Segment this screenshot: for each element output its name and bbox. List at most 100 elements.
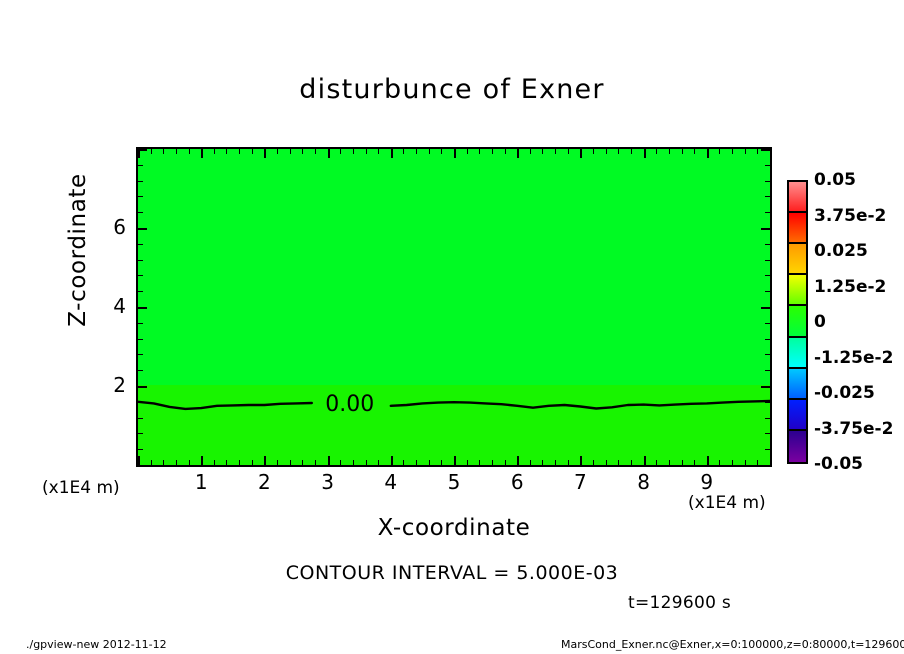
colorbar-band-1 [789,213,806,245]
y-tick-right [761,386,770,388]
x-tick-label: 5 [447,470,461,494]
x-tick-top [188,149,190,154]
x-tick-top [491,149,493,154]
x-tick-bottom [605,460,607,465]
x-tick-bottom [757,460,759,465]
x-tick-bottom [378,460,380,465]
x-tick-bottom [744,460,746,465]
x-tick-bottom [175,460,177,465]
x-tick-bottom [643,456,646,465]
y-tick-left [138,449,143,451]
y-tick-right [765,433,770,435]
x-tick-bottom [719,460,721,465]
x-tick-bottom [618,460,620,465]
x-tick-top [314,149,316,154]
x-tick-bottom [479,460,481,465]
colorbar-band-0 [789,182,806,214]
colorbar-label-8: -0.05 [814,454,863,474]
x-tick-top [529,149,531,154]
colorbar-band-5 [789,337,806,369]
x-tick-top [643,149,646,158]
x-tick-bottom [441,460,443,465]
x-tick-label: 6 [510,470,524,494]
x-tick-top [681,149,683,154]
x-tick-bottom [251,460,253,465]
colorbar-label-3: 1.25e-2 [814,276,887,297]
y-tick-right [765,180,770,182]
y-tick-right [765,196,770,198]
colorbar [787,180,808,464]
x-tick-label: 2 [258,470,271,494]
x-tick-bottom [239,460,241,465]
x-tick-bottom [428,460,430,465]
y-tick-left [138,322,143,324]
y-tick-left [138,243,143,245]
x-tick-top [719,149,721,154]
y-tick-right [765,275,770,277]
x-tick-top [757,149,759,154]
x-tick-bottom [213,460,215,465]
y-tick-label: 2 [113,373,126,397]
x-tick-bottom [681,460,683,465]
x-tick-top [706,149,709,158]
x-tick-top [567,149,569,154]
y-tick-left [138,228,147,230]
x-tick-top [466,149,468,154]
x-axis-title: X-coordinate [377,515,531,541]
x-tick-bottom [390,456,393,465]
x-tick-top [251,149,253,154]
y-tick-left [138,149,147,151]
x-tick-top [390,149,393,158]
y-tick-left [138,433,143,435]
x-tick-top [163,149,165,154]
y-tick-left [138,401,143,403]
y-tick-left [138,275,143,277]
colorbar-label-7: -3.75e-2 [814,418,894,439]
x-tick-bottom [138,456,140,465]
x-tick-bottom [201,456,204,465]
y-axis-title: Z-coordinate [65,173,91,327]
y-tick-right [761,465,770,467]
colorbar-label-4: 0 [814,312,826,332]
x-tick-top [580,149,583,158]
colorbar-label-0: 0.05 [814,170,856,190]
x-tick-top [138,149,140,158]
x-tick-top [618,149,620,154]
x-tick-bottom [416,460,418,465]
x-tick-bottom [150,460,152,465]
x-tick-bottom [352,460,354,465]
y-tick-left [138,370,143,372]
footer-command-label: ./gpview-new 2012-11-12 [26,638,167,651]
x-tick-bottom [529,460,531,465]
y-tick-right [765,417,770,419]
x-tick-bottom [302,460,304,465]
x-tick-top [454,149,456,158]
y-tick-right [765,212,770,214]
x-tick-top [378,149,380,154]
field-region-lower [138,385,770,465]
x-tick-top [201,149,204,158]
x-tick-bottom [593,460,595,465]
y-tick-right [765,354,770,356]
colorbar-label-2: 0.025 [814,241,868,261]
y-tick-right [761,149,770,151]
x-tick-top [593,149,595,154]
x-tick-bottom [542,460,544,465]
x-tick-top [441,149,443,154]
x-tick-top [365,149,367,154]
x-tick-bottom [491,460,493,465]
x-tick-label: 9 [700,470,714,494]
x-tick-bottom [226,460,228,465]
x-tick-label: 4 [384,470,398,494]
y-tick-left [138,417,143,419]
x-tick-bottom [289,460,291,465]
x-tick-bottom [264,456,267,465]
colorbar-band-6 [789,368,806,400]
x-unit-label-right: (x1E4 m) [688,493,766,513]
x-tick-bottom [365,460,367,465]
y-tick-right [765,164,770,166]
colorbar-band-2 [789,244,806,276]
time-label: t=129600 s [628,593,732,613]
x-tick-top [340,149,342,154]
y-tick-left [138,307,147,309]
